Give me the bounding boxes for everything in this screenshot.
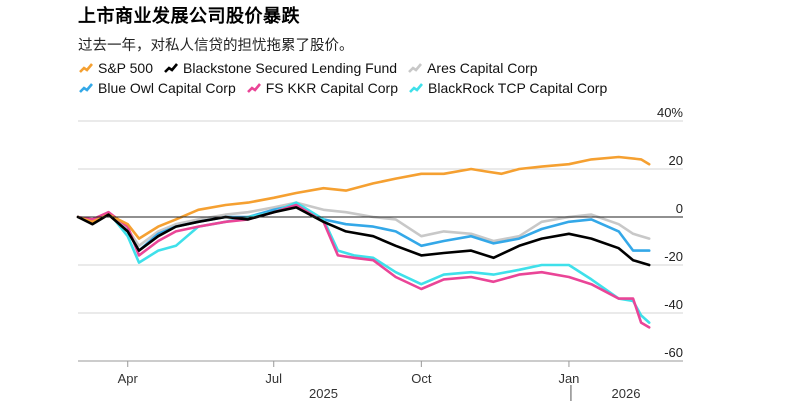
legend-label: Ares Capital Corp [427, 60, 538, 76]
y-tick-label: 0 [676, 201, 683, 216]
legend-row: Blue Owl Capital Corp FS KKR Capital Cor… [78, 78, 698, 98]
legend-swatch-blackstone [163, 62, 179, 74]
x-tick-label: Jul [265, 371, 282, 386]
legend-swatch-fskkr [246, 82, 262, 94]
x-tick-label: Oct [411, 371, 432, 386]
legend-row: S&P 500 Blackstone Secured Lending Fund … [78, 58, 698, 78]
legend-item-ares: Ares Capital Corp [407, 60, 538, 76]
series-line-ares [76, 201, 651, 248]
series-line-blackrock [76, 201, 651, 324]
chart-legend: S&P 500 Blackstone Secured Lending Fund … [78, 58, 698, 98]
series-line-sp500 [76, 155, 651, 240]
legend-swatch-ares [407, 62, 423, 74]
legend-label: S&P 500 [98, 60, 154, 76]
legend-label: Blue Owl Capital Corp [98, 80, 236, 96]
legend-swatch-blackrock [408, 82, 424, 94]
legend-item-blackstone: Blackstone Secured Lending Fund [163, 60, 397, 76]
year-label-2025: 2025 [309, 386, 338, 401]
y-tick-label: -40 [664, 297, 683, 312]
y-tick-label: -60 [664, 345, 683, 360]
legend-swatch-blueowl [78, 82, 94, 94]
y-tick-label: 40% [657, 105, 683, 120]
chart-subtitle: 过去一年，对私人信贷的担忧拖累了股价。 [78, 38, 354, 54]
chart-title: 上市商业发展公司股价暴跌 [78, 6, 300, 27]
series-line-blackstone [76, 206, 651, 267]
legend-label: BlackRock TCP Capital Corp [428, 80, 608, 96]
legend-label: FS KKR Capital Corp [265, 80, 399, 96]
y-tick-label: 20 [669, 153, 683, 168]
legend-swatch-sp500 [78, 62, 94, 74]
legend-item-sp500: S&P 500 [78, 60, 153, 76]
x-tick-label: Apr [118, 371, 139, 386]
legend-label: Blackstone Secured Lending Fund [183, 60, 398, 76]
x-tick-label: Jan [558, 371, 579, 386]
y-tick-label: -20 [664, 249, 683, 264]
legend-item-blueowl: Blue Owl Capital Corp [78, 80, 236, 96]
legend-item-fskkr: FS KKR Capital Corp [246, 80, 398, 96]
legend-item-blackrock: BlackRock TCP Capital Corp [408, 80, 607, 96]
series-line-fskkr [76, 203, 651, 329]
year-label-2026: 2026 [612, 386, 641, 401]
